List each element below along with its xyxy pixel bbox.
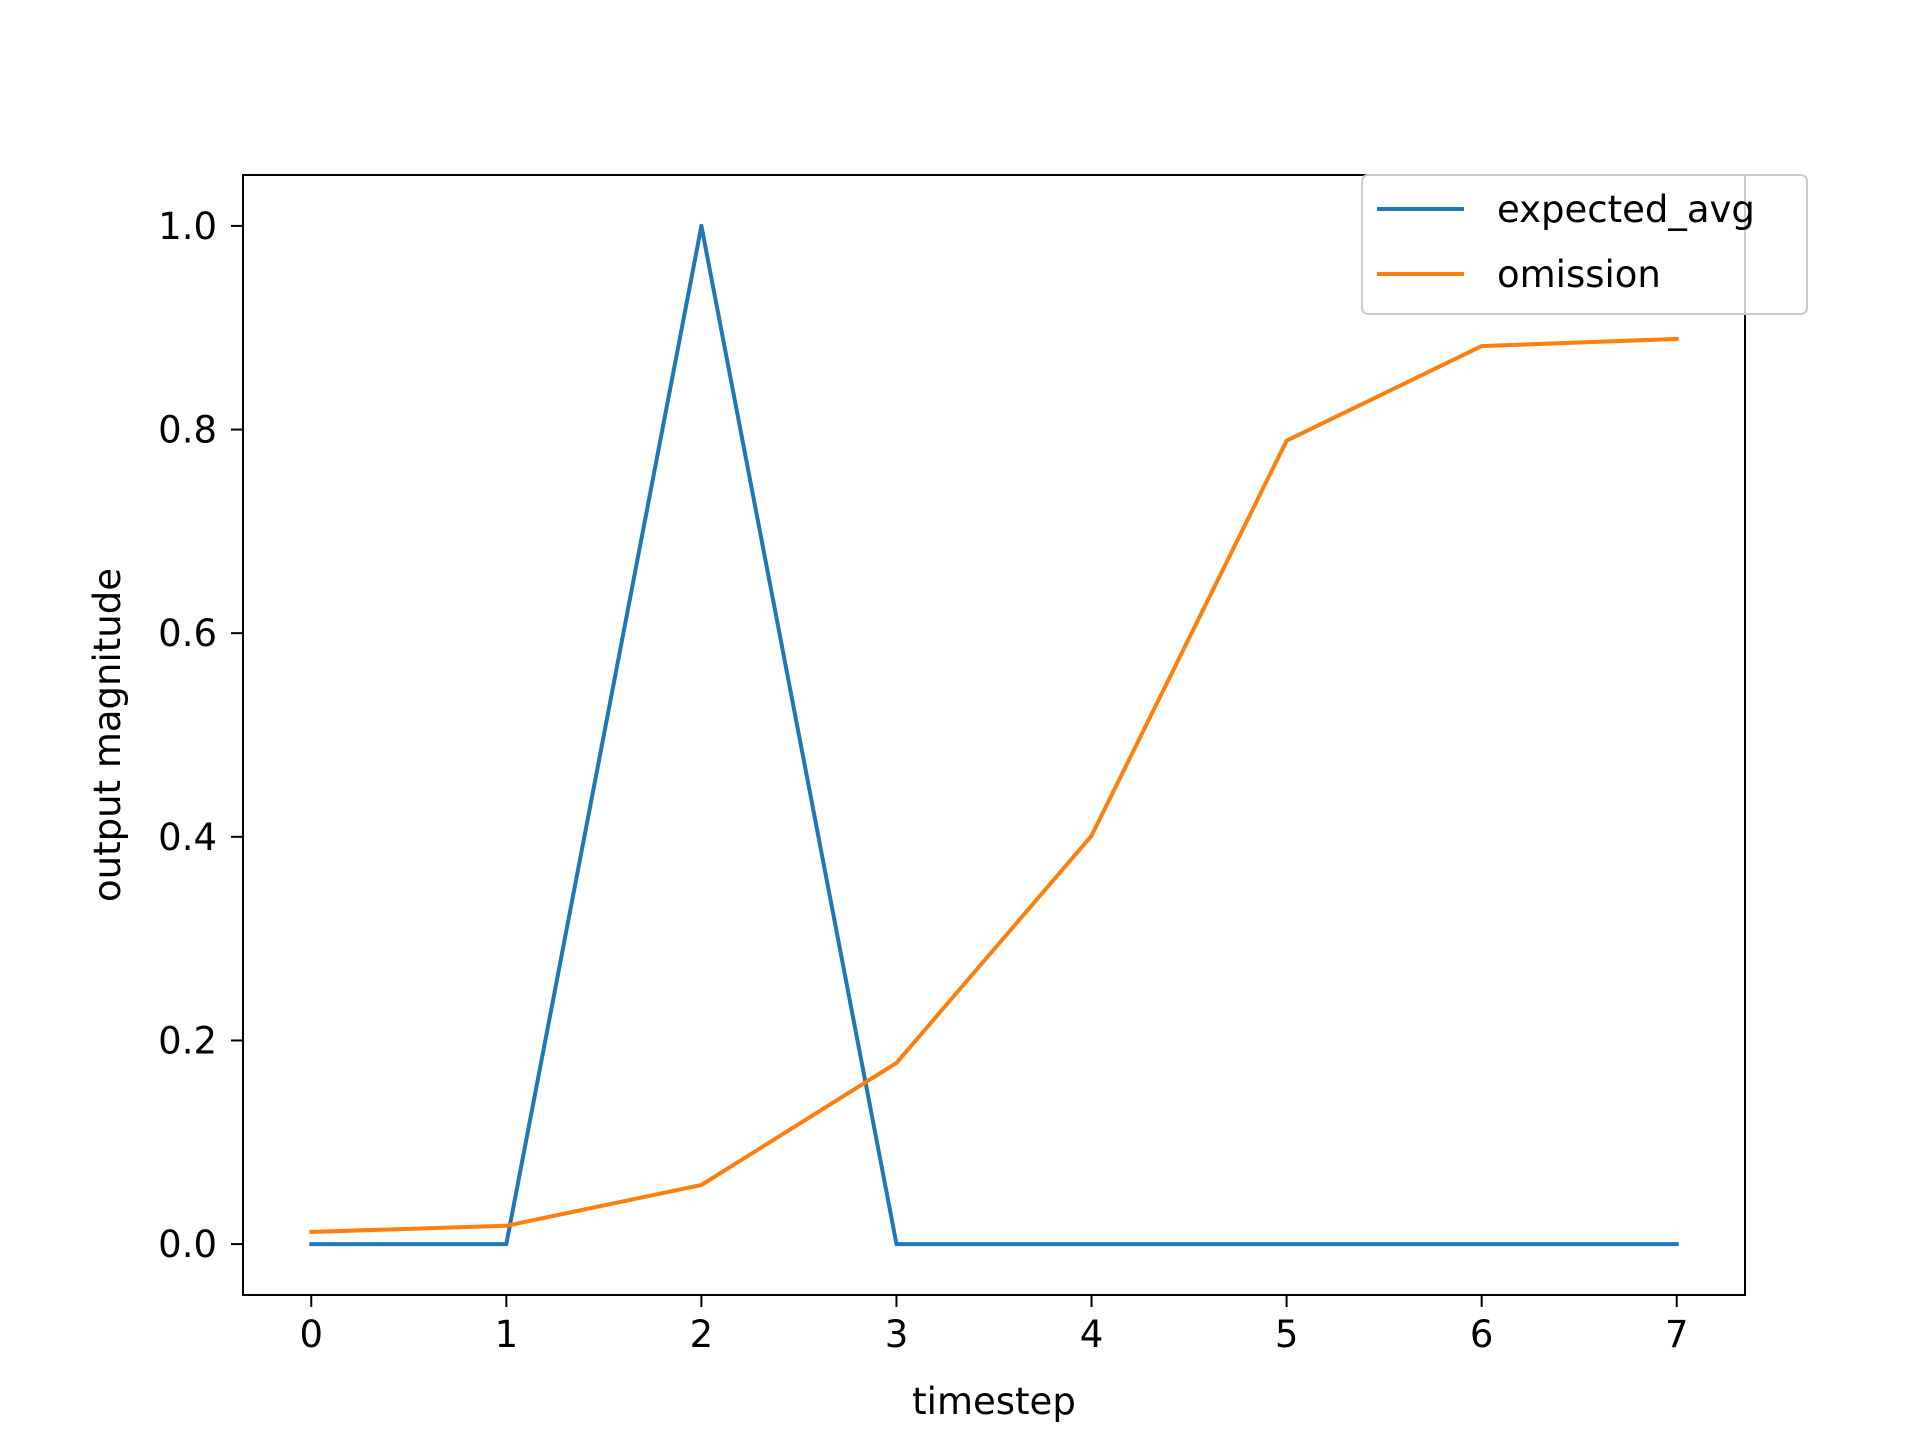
- x-tick-label: 4: [1080, 1313, 1104, 1356]
- series-line-expected-avg: [309, 223, 1679, 1247]
- y-tick-label: 0.8: [158, 409, 217, 452]
- x-tick-label: 3: [885, 1313, 909, 1356]
- axes-frame: [242, 174, 1746, 1296]
- plot-area: [243, 175, 1745, 1295]
- x-axis-label: timestep: [912, 1380, 1076, 1423]
- x-tick-label: 1: [495, 1313, 519, 1356]
- x-tick-label: 5: [1275, 1313, 1299, 1356]
- y-tick-label: 0.4: [158, 816, 217, 859]
- legend-label-expected-avg: expected_avg: [1497, 188, 1755, 231]
- series-line-omission: [309, 336, 1679, 1234]
- x-tick-label: 0: [299, 1313, 323, 1356]
- y-tick-label: 0.0: [158, 1223, 217, 1266]
- legend-box: [1361, 174, 1808, 315]
- x-tick-label: 7: [1665, 1313, 1689, 1356]
- x-tick-label: 2: [690, 1313, 714, 1356]
- y-tick-label: 1.0: [158, 205, 217, 248]
- series-layer: [309, 223, 1679, 1247]
- legend: expected_avg omission: [1361, 174, 1808, 315]
- y-axis-label: output magnitude: [86, 568, 129, 902]
- y-tick-label: 0.6: [158, 612, 217, 655]
- y-tick-label: 0.2: [158, 1019, 217, 1062]
- legend-label-omission: omission: [1497, 253, 1661, 296]
- y-axis: 0.0 0.2 0.4 0.6 0.8 1.0: [158, 205, 243, 1266]
- x-tick-label: 6: [1470, 1313, 1494, 1356]
- x-axis: 0 1 2 3 4 5 6 7: [299, 1295, 1689, 1356]
